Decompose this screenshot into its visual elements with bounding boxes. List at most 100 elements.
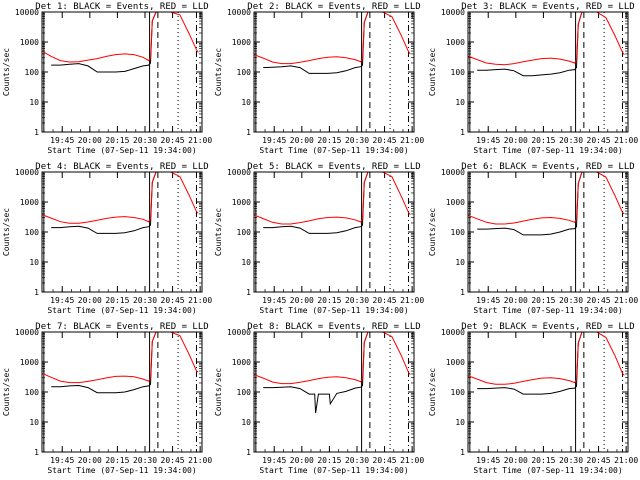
y-axis-label: Counts/sec (428, 368, 437, 416)
y-tick-label: 1000 (232, 198, 251, 207)
plot-frame (467, 331, 629, 453)
panel-title: Det 9: BLACK = Events, RED = LLD (461, 322, 634, 332)
y-tick-label: 1 (34, 128, 39, 137)
y-tick-label: 1000 (446, 358, 465, 367)
y-tick-label: 1000 (20, 358, 39, 367)
x-tick-label: 19:45 (50, 296, 74, 305)
y-axis-label: Counts/sec (214, 368, 223, 416)
x-tick-label: 20:00 (290, 136, 314, 145)
x-tick-label: 20:45 (161, 136, 185, 145)
x-tick-label: 21:00 (400, 136, 424, 145)
x-axis-label: Start Time (07-Sep-11 19:34:00) (259, 146, 408, 155)
x-axis-label: Start Time (07-Sep-11 19:34:00) (473, 306, 622, 315)
x-axis-label: Start Time (07-Sep-11 19:34:00) (473, 466, 622, 475)
x-tick-label: 20:15 (317, 136, 341, 145)
plot-frame (41, 331, 203, 453)
series-lld-line (41, 11, 199, 63)
plot-frame (253, 331, 415, 453)
panel-title: Det 5: BLACK = Events, RED = LLD (247, 162, 420, 172)
x-tick-label: 20:00 (504, 296, 528, 305)
x-tick-label: 21:00 (188, 296, 212, 305)
x-tick-label: 19:45 (476, 136, 500, 145)
x-tick-label: 20:00 (290, 296, 314, 305)
plot-frame (41, 171, 203, 293)
x-tick-label: 20:15 (105, 456, 129, 465)
y-tick-label: 100 (25, 388, 40, 397)
x-tick-label: 20:00 (290, 456, 314, 465)
x-tick-label: 19:45 (262, 456, 286, 465)
x-tick-label: 19:45 (476, 456, 500, 465)
y-tick-label: 10 (29, 258, 39, 267)
x-tick-label: 21:00 (188, 456, 212, 465)
series-lld-line (467, 171, 625, 225)
y-tick-label: 100 (451, 228, 466, 237)
panel-1: Det 1: BLACK = Events, RED = LLD Counts/s… (2, 2, 212, 155)
y-tick-label: 1 (246, 448, 251, 457)
x-tick-label: 20:15 (317, 296, 341, 305)
y-axis-label: Counts/sec (214, 48, 223, 96)
x-tick-label: 20:45 (587, 456, 611, 465)
y-tick-label: 1 (460, 288, 465, 297)
x-tick-label: 19:45 (262, 296, 286, 305)
y-tick-label: 100 (451, 388, 466, 397)
y-tick-label: 1 (460, 448, 465, 457)
x-tick-label: 20:00 (78, 136, 102, 145)
x-tick-label: 21:00 (614, 136, 638, 145)
series-lld-line (467, 11, 625, 66)
panel-title: Det 8: BLACK = Events, RED = LLD (247, 322, 420, 332)
x-tick-label: 21:00 (614, 456, 638, 465)
y-tick-label: 10000 (227, 8, 251, 17)
panel-title: Det 2: BLACK = Events, RED = LLD (247, 2, 420, 12)
y-axis-label: Counts/sec (214, 208, 223, 256)
series-lld-line (253, 171, 411, 225)
y-tick-label: 10000 (15, 168, 39, 177)
series-lld-line (41, 331, 199, 384)
y-tick-label: 10 (455, 258, 465, 267)
y-tick-label: 10000 (227, 328, 251, 337)
y-tick-label: 10 (29, 98, 39, 107)
panel-6: Det 6: BLACK = Events, RED = LLD Counts/s… (428, 162, 638, 315)
y-axis-label: Counts/sec (428, 208, 437, 256)
x-tick-label: 20:45 (587, 136, 611, 145)
y-tick-label: 10 (241, 418, 251, 427)
x-tick-label: 20:15 (105, 136, 129, 145)
x-tick-label: 20:45 (587, 296, 611, 305)
panel-3: Det 3: BLACK = Events, RED = LLD Counts/s… (428, 2, 638, 155)
x-tick-label: 20:45 (161, 296, 185, 305)
x-tick-label: 20:30 (559, 136, 583, 145)
panel-7: Det 7: BLACK = Events, RED = LLD Counts/s… (2, 322, 212, 475)
y-tick-label: 1 (246, 128, 251, 137)
plot-frame (467, 11, 629, 133)
y-axis-label: Counts/sec (428, 48, 437, 96)
x-tick-label: 20:30 (133, 136, 157, 145)
x-tick-label: 20:15 (317, 456, 341, 465)
x-axis-label: Start Time (07-Sep-11 19:34:00) (47, 306, 196, 315)
x-axis-label: Start Time (07-Sep-11 19:34:00) (259, 466, 408, 475)
y-tick-label: 10000 (15, 328, 39, 337)
x-tick-label: 20:30 (133, 456, 157, 465)
panel-4: Det 4: BLACK = Events, RED = LLD Counts/s… (2, 162, 212, 315)
x-tick-label: 21:00 (614, 296, 638, 305)
x-tick-label: 21:00 (400, 296, 424, 305)
plot-frame (253, 171, 415, 293)
y-tick-label: 100 (237, 388, 252, 397)
y-tick-label: 10 (241, 258, 251, 267)
y-tick-label: 10000 (227, 168, 251, 177)
x-tick-label: 20:30 (345, 456, 369, 465)
panel-8: Det 8: BLACK = Events, RED = LLD Counts/s… (214, 322, 424, 475)
series-lld-line (467, 331, 625, 385)
x-tick-label: 20:00 (78, 456, 102, 465)
y-tick-label: 100 (25, 228, 40, 237)
x-tick-label: 20:30 (559, 296, 583, 305)
x-tick-label: 19:45 (476, 296, 500, 305)
y-tick-label: 100 (25, 68, 40, 77)
x-tick-label: 20:15 (105, 296, 129, 305)
x-axis-label: Start Time (07-Sep-11 19:34:00) (259, 306, 408, 315)
x-axis-label: Start Time (07-Sep-11 19:34:00) (473, 146, 622, 155)
series-lld-line (253, 331, 411, 385)
y-tick-label: 1000 (446, 38, 465, 47)
panel-title: Det 3: BLACK = Events, RED = LLD (461, 2, 634, 12)
x-tick-label: 20:45 (373, 136, 397, 145)
x-tick-label: 20:15 (531, 296, 555, 305)
